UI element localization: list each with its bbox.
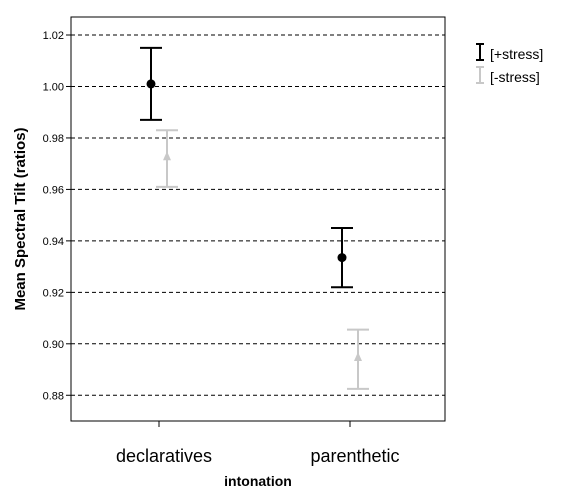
series-plus-stress xyxy=(140,46,353,289)
legend-errorbar-icon xyxy=(476,43,484,61)
gridlines xyxy=(71,34,445,396)
x-category-label: parenthetic xyxy=(310,446,399,466)
y-tick-label: 0.88 xyxy=(43,390,64,402)
x-axis-label: intonation xyxy=(224,473,292,487)
y-tick-label: 1.02 xyxy=(43,30,64,42)
y-tick-label: 0.98 xyxy=(43,133,64,145)
y-tick-label: 0.90 xyxy=(43,339,64,351)
error-bar xyxy=(140,46,162,121)
error-bar xyxy=(331,227,353,289)
mean-point xyxy=(146,79,156,89)
legend-label: [+stress] xyxy=(490,46,543,62)
plot-frame xyxy=(70,16,446,422)
y-tick-label: 0.92 xyxy=(43,287,64,299)
error-bar xyxy=(156,129,178,188)
error-bar xyxy=(347,328,369,390)
mean-point xyxy=(337,253,347,263)
y-tick-label: 1.00 xyxy=(43,81,64,93)
x-category-label: declaratives xyxy=(116,446,212,466)
legend-errorbar-icon xyxy=(476,66,484,84)
series-minus-stress xyxy=(156,129,369,390)
legend-label: [-stress] xyxy=(490,69,540,85)
mean-point xyxy=(163,151,171,161)
legend: [+stress] [-stress] xyxy=(476,43,543,85)
x-axis-ticks: declaratives parenthetic xyxy=(116,421,400,466)
y-axis-label: Mean Spectral Tilt (ratios) xyxy=(12,127,29,310)
legend-item-minus-stress: [-stress] xyxy=(476,66,540,85)
y-tick-label: 0.96 xyxy=(43,184,64,196)
y-tick-label: 0.94 xyxy=(43,236,64,248)
y-axis-ticks: 0.88 0.90 0.92 0.94 0.96 0.98 1.00 1.02 xyxy=(43,30,71,402)
series-layer xyxy=(140,46,369,390)
mean-point xyxy=(354,351,362,361)
legend-item-plus-stress: [+stress] xyxy=(476,43,543,62)
